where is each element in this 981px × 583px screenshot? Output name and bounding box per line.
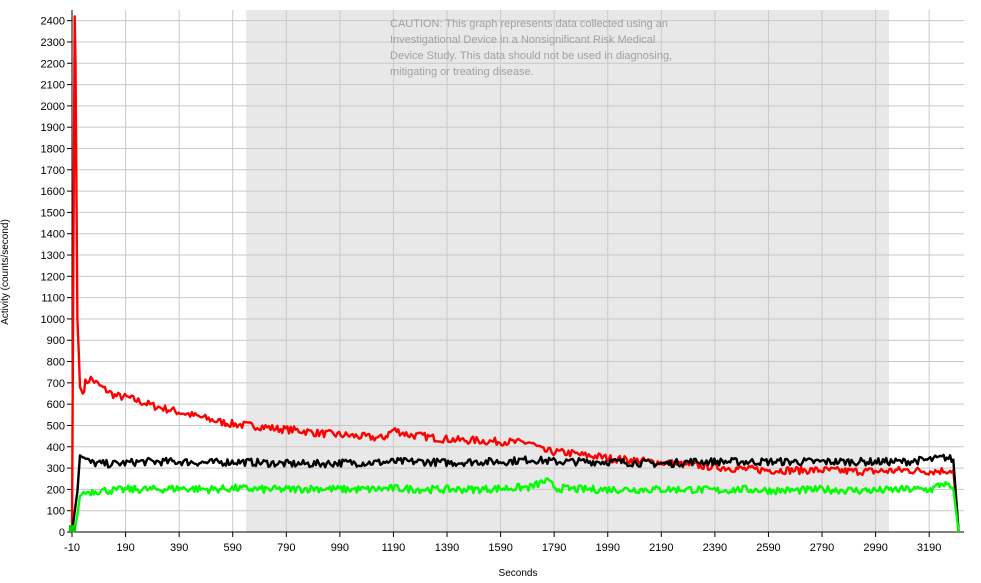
y-tick-label: 1000 <box>41 314 65 326</box>
y-tick-label: 200 <box>47 484 65 496</box>
y-tick-label: 500 <box>47 420 65 432</box>
y-tick-label: 1300 <box>41 250 65 262</box>
x-tick-label: 2590 <box>756 542 780 554</box>
x-tick-label: 2790 <box>810 542 834 554</box>
y-tick-label: 1800 <box>41 143 65 155</box>
y-tick-label: 1200 <box>41 271 65 283</box>
x-tick-label: 390 <box>170 542 188 554</box>
y-tick-label: 2100 <box>41 80 65 92</box>
y-tick-label: 1700 <box>41 165 65 177</box>
y-tick-label: 2300 <box>41 37 65 49</box>
shaded-region <box>246 10 889 532</box>
y-tick-label: 700 <box>47 378 65 390</box>
x-tick-label: 1390 <box>435 542 459 554</box>
x-tick-label: 2390 <box>703 542 727 554</box>
origin-marker <box>69 525 76 532</box>
x-tick-label: 990 <box>331 542 349 554</box>
x-tick-label: 3190 <box>917 542 941 554</box>
x-tick-label: 1790 <box>542 542 566 554</box>
y-tick-label: 1900 <box>41 122 65 134</box>
series-line-2 <box>70 453 960 533</box>
y-tick-label: 1400 <box>41 229 65 241</box>
series-line-1 <box>70 15 960 533</box>
x-tick-label: 590 <box>224 542 242 554</box>
y-tick-label: 900 <box>47 335 65 347</box>
y-tick-label: 400 <box>47 442 65 454</box>
x-tick-label: 1990 <box>595 542 619 554</box>
x-tick-label: 1590 <box>488 542 512 554</box>
y-tick-label: 1500 <box>41 207 65 219</box>
y-tick-label: 2200 <box>41 58 65 70</box>
y-tick-label: 2000 <box>41 101 65 113</box>
x-tick-label: 190 <box>116 542 134 554</box>
x-tick-label: 2990 <box>863 542 887 554</box>
y-tick-label: 1100 <box>41 293 65 305</box>
x-tick-label: -10 <box>64 542 80 554</box>
y-tick-label: 800 <box>47 357 65 369</box>
x-tick-label: 1190 <box>382 542 406 554</box>
x-axis-title: Seconds <box>499 568 538 579</box>
y-tick-label: 300 <box>47 463 65 475</box>
series-line-3 <box>71 477 960 533</box>
caution-annotation: CAUTION: This graph represents data coll… <box>390 18 672 78</box>
x-tick-label: 2190 <box>649 542 673 554</box>
y-tick-label: 100 <box>47 506 65 518</box>
y-tick-label: 2400 <box>41 16 65 28</box>
y-axis-title: Activity (counts/second) <box>0 219 11 325</box>
y-tick-label: 600 <box>47 399 65 411</box>
x-tick-label: 790 <box>277 542 295 554</box>
y-tick-label: 0 <box>59 527 65 539</box>
y-tick-label: 1600 <box>41 186 65 198</box>
